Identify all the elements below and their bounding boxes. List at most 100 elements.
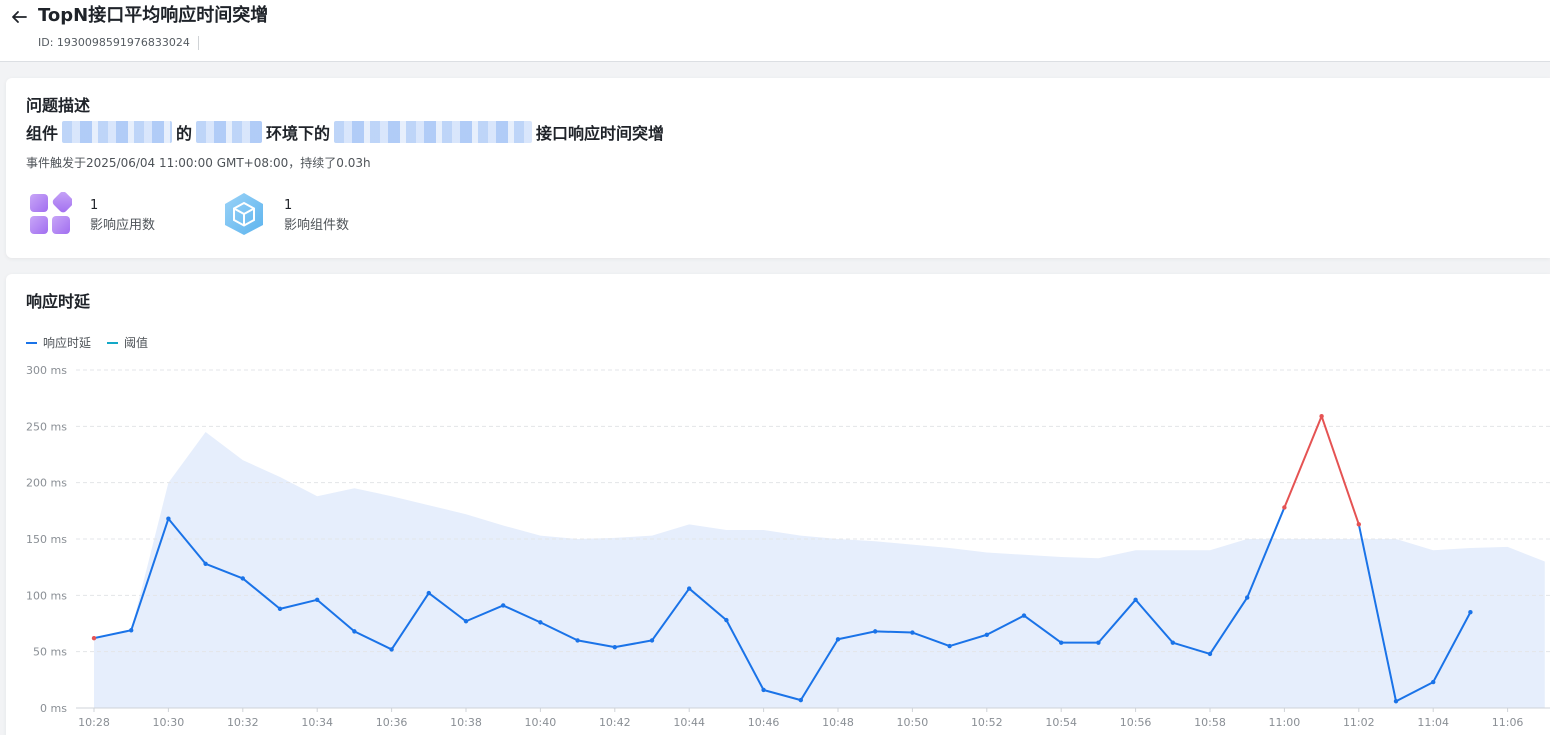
affected-components-label: 影响组件数	[284, 218, 350, 233]
latency-point	[984, 632, 989, 637]
latency-point	[277, 606, 283, 612]
affected-apps-label: 影响应用数	[90, 218, 156, 233]
latency-point	[129, 628, 134, 633]
y-tick-label: 150 ms	[26, 533, 67, 546]
x-tick-label: 10:30	[153, 716, 185, 729]
latency-line-segment	[651, 587, 691, 642]
latency-point	[1170, 640, 1176, 645]
latency-point	[687, 586, 692, 591]
latency-line-segment	[93, 629, 133, 640]
x-tick-label: 10:46	[748, 716, 780, 729]
x-tick-label: 10:34	[301, 716, 333, 729]
redacted-interface-name	[334, 121, 533, 143]
latency-line-segment	[799, 638, 839, 702]
latency-line-segment	[427, 592, 467, 623]
back-arrow-icon[interactable]	[8, 6, 30, 28]
chart-legend: 响应时延 阈值	[26, 334, 164, 351]
summary-text-of: 的	[176, 124, 193, 143]
y-tick-label: 250 ms	[26, 420, 67, 433]
summary-text-component: 组件	[26, 124, 59, 143]
latency-point	[463, 619, 469, 624]
redacted-component-name	[62, 121, 173, 143]
problem-section-title: 问题描述	[26, 96, 91, 115]
latency-point	[612, 644, 617, 650]
latency-chart[interactable]: 0 ms 50 ms 100 ms 150 ms 200 ms 250 ms 300 ms 1…	[0, 274, 1550, 735]
latency-point	[835, 637, 841, 642]
latency-point	[1468, 610, 1473, 615]
x-tick-label: 10:36	[376, 716, 408, 729]
latency-alert-point	[1319, 413, 1324, 419]
x-tick-label: 10:52	[971, 716, 1003, 729]
latency-alert-segment	[1320, 415, 1360, 526]
legend-latency-marker	[26, 341, 37, 344]
legend-threshold-marker	[107, 341, 119, 344]
apps-icon	[30, 192, 72, 234]
latency-line-segment	[1134, 598, 1174, 644]
latency-line-segment	[985, 614, 1025, 636]
latency-line-segment	[1209, 596, 1249, 655]
latency-alert-point	[1356, 522, 1362, 527]
redacted-environment-name	[196, 121, 263, 143]
latency-point	[575, 638, 580, 643]
x-tick-label: 10:58	[1194, 716, 1226, 729]
affected-apps-stat: 1 影响应用数	[28, 192, 208, 238]
latency-point	[1245, 595, 1250, 600]
problem-summary: 组件 的 环境下的 接口响应时间突增	[26, 120, 664, 144]
threshold-area	[94, 432, 1545, 708]
latency-line-segment	[167, 517, 207, 565]
latency-point	[389, 647, 394, 652]
y-tick-label: 300 ms	[26, 364, 67, 377]
y-tick-label: 200 ms	[26, 477, 67, 490]
latency-line-segment	[204, 562, 244, 580]
problem-description-card: 问题描述 组件 的 环境下的 接口响应时间突增 事件触发于2025/06/04 …	[6, 78, 1550, 258]
latency-line-segment	[241, 577, 281, 610]
latency-point	[724, 617, 729, 623]
latency-point	[1059, 640, 1064, 645]
affected-components-count: 1	[284, 198, 293, 213]
x-tick-label: 11:02	[1343, 716, 1375, 729]
latency-line-segment	[576, 639, 616, 649]
x-tick-label: 10:44	[673, 716, 705, 729]
latency-alert-segment	[1283, 415, 1323, 509]
latency-section-title: 响应时延	[26, 292, 91, 311]
x-tick-label: 10:50	[897, 716, 929, 729]
legend-item-latency[interactable]: 响应时延	[26, 334, 91, 351]
latency-point	[649, 638, 655, 643]
latency-point	[798, 697, 803, 703]
latency-point	[240, 576, 245, 581]
legend-item-threshold[interactable]: 阈值	[107, 334, 148, 351]
latency-line-segment	[911, 631, 951, 648]
affected-components-stat: 1 影响组件数	[222, 192, 402, 238]
latency-line-segment	[874, 630, 914, 634]
event-trigger-info: 事件触发于2025/06/04 11:00:00 GMT+08:00，持续了0.…	[26, 156, 371, 170]
latency-point	[538, 620, 543, 625]
y-tick-label: 50 ms	[33, 646, 67, 659]
latency-line-segment	[1357, 523, 1397, 703]
latency-line-segment	[130, 517, 170, 632]
latency-line-segment	[1023, 614, 1063, 644]
latency-point	[947, 643, 952, 649]
x-tick-label: 10:42	[599, 716, 631, 729]
latency-point	[426, 590, 431, 596]
affected-apps-count: 1	[90, 198, 99, 213]
y-tick-label: 100 ms	[26, 589, 67, 602]
latency-line-segment	[316, 598, 356, 633]
latency-line-segment	[613, 639, 653, 649]
latency-point	[1096, 640, 1101, 645]
latency-line-segment	[1395, 681, 1435, 703]
latency-point	[501, 603, 506, 608]
latency-point	[166, 516, 171, 521]
latency-line-segment	[948, 633, 988, 648]
latency-point	[1207, 651, 1213, 657]
latency-line-segment	[1246, 506, 1286, 599]
latency-point	[352, 629, 357, 634]
latency-point	[1133, 597, 1138, 603]
latency-line-segment	[1171, 641, 1211, 655]
latency-line-segment	[762, 688, 802, 702]
latency-point	[910, 630, 915, 635]
incident-id: ID: 1930098591976833024	[38, 36, 199, 50]
latency-line-segment	[725, 619, 765, 691]
x-tick-label: 10:32	[227, 716, 259, 729]
latency-line-segment	[465, 604, 505, 623]
latency-point	[1021, 613, 1027, 618]
